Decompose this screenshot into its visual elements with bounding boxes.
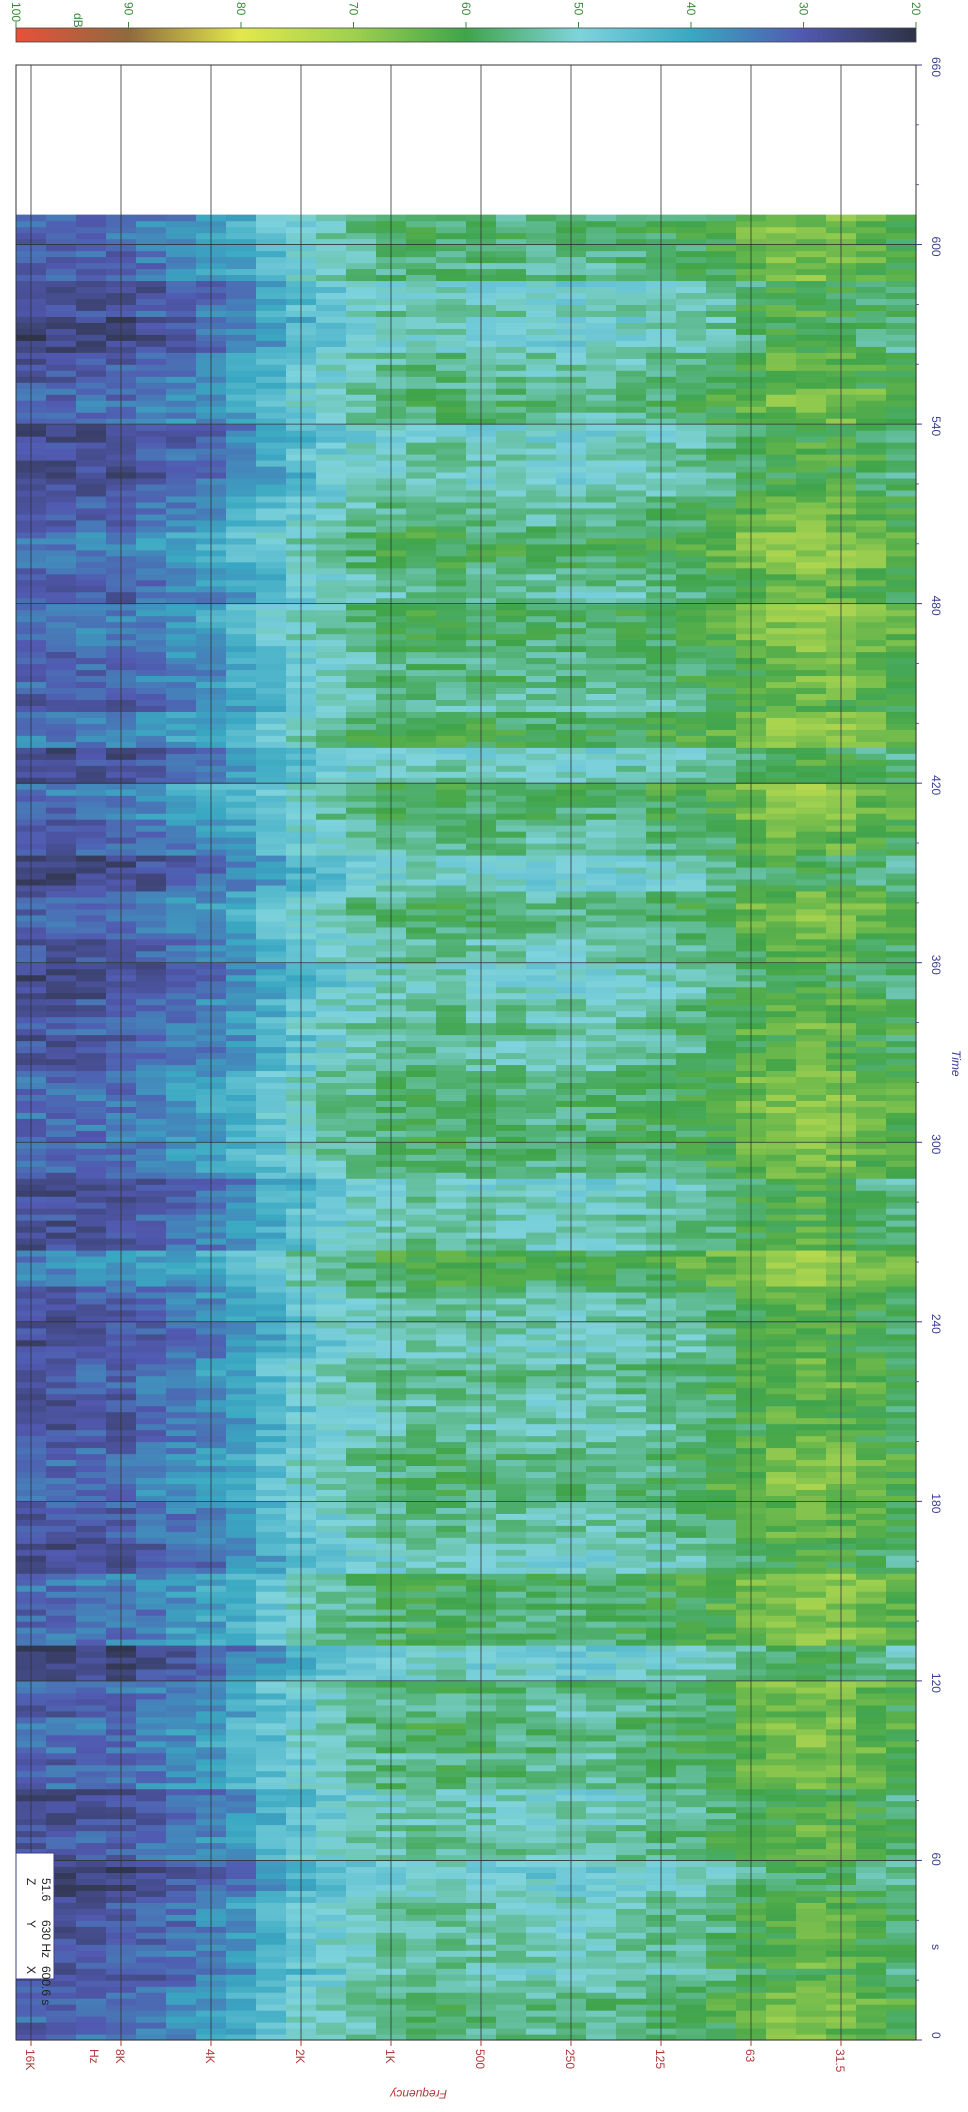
colorbar-unit-label: dB [71,13,85,28]
frequency-tick-label: 31.5 [833,2049,847,2073]
colorbar-tick-label: 20 [909,2,923,16]
frequency-tick-label: 125 [653,2049,667,2069]
colorbar-tick-label: 30 [797,2,811,16]
colorbar-tick-label: 60 [459,2,473,16]
readout-z-value: 51.6 [39,1878,53,1902]
time-axis: 0 60 120 180 240 300 360 420 480 540 600 660 Time s [916,57,963,2040]
time-tick-label: 180 [929,1493,943,1513]
time-tick-label: 240 [929,1314,943,1334]
colorbar-tick-label: 70 [347,2,361,16]
readout-y-value: 630 Hz [39,1920,53,1958]
frequency-axis: 16K 8K 4K 2K 1K 500 250 125 63 31.5 Frequency Hz [23,2040,847,2101]
colorbar-tick-label: 40 [684,2,698,16]
time-ticks: 0 60 120 180 240 300 360 420 480 540 600 660 [916,57,943,2040]
frequency-tick-label: 4K [203,2049,217,2064]
time-tick-label: 480 [929,596,943,616]
frequency-tick-label: 63 [743,2049,757,2063]
frequency-tick-label: 2K [293,2049,307,2064]
time-tick-label: 0 [929,2032,943,2039]
colorbar-tick-label: 50 [572,2,586,16]
frequency-axis-label: Frequency [389,2087,447,2101]
time-tick-label: 300 [929,1134,943,1154]
frequency-tick-label: 16K [23,2049,37,2070]
frequency-axis-unit: Hz [87,2049,101,2064]
time-tick-label: 120 [929,1673,943,1693]
frequency-ticks: 16K 8K 4K 2K 1K 500 250 125 63 31.5 [23,2040,847,2073]
readout-x-value: 600.6 s [39,1966,53,2005]
readout-y-label: Y [24,1920,38,1928]
frequency-tick-label: 8K [113,2049,127,2064]
colorbar-tick-label: 90 [122,2,136,16]
time-axis-label: Time [949,1050,963,1077]
time-tick-label: 420 [929,775,943,795]
time-tick-label: 60 [929,1852,943,1866]
frequency-tick-label: 1K [383,2049,397,2064]
time-tick-label: 660 [929,57,943,77]
frequency-tick-label: 250 [563,2049,577,2069]
plot-area [16,65,917,2041]
time-axis-unit: s [929,1944,943,1950]
time-tick-label: 600 [929,237,943,257]
colorbar-tick-label: 100 [9,2,23,22]
readout-x-label: X [24,1966,38,1974]
colorbar-ticks: 100 90 80 70 60 50 40 30 20 [9,2,923,28]
colorbar: dB 100 90 80 70 60 50 40 30 20 [9,2,923,42]
colorbar-gradient [16,28,916,42]
time-tick-label: 360 [929,955,943,975]
time-tick-label: 540 [929,416,943,436]
colorbar-tick-label: 80 [234,2,248,16]
readout-z-label: Z [24,1878,38,1885]
heatmap-cells [16,215,917,2041]
frequency-tick-label: 500 [473,2049,487,2069]
readout-box [16,1853,54,1979]
